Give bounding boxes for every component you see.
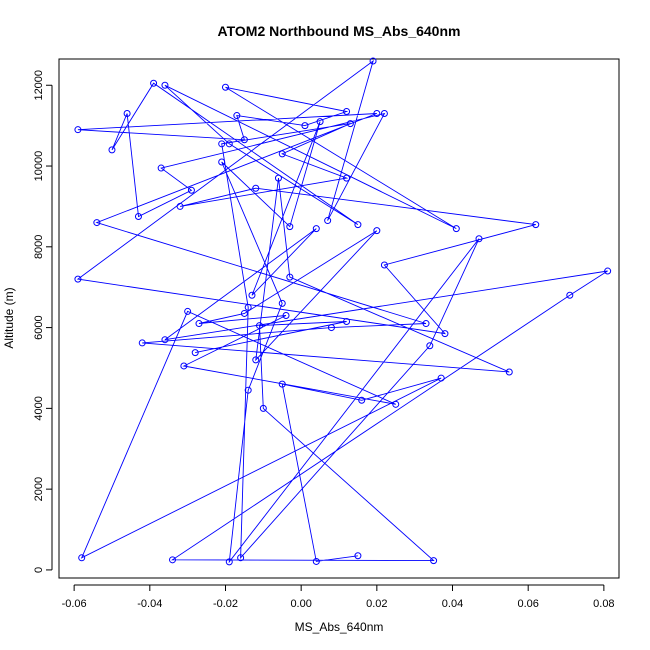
data-point (274, 174, 282, 182)
data-point (187, 186, 195, 194)
data-point (78, 554, 86, 562)
data-point (380, 261, 388, 269)
data-point (392, 400, 400, 408)
series-line (76, 59, 608, 564)
y-tick-label: 2000 (33, 477, 45, 501)
data-point (74, 275, 82, 283)
data-point (327, 324, 335, 332)
x-tick-label: 0.02 (366, 598, 387, 610)
data-point (343, 318, 351, 326)
data-point (278, 299, 286, 307)
data-point (248, 291, 256, 299)
y-tick-label: 8000 (33, 235, 45, 259)
y-axis-label: Altitude (m) (2, 287, 16, 348)
data-point (161, 81, 169, 89)
data-point (343, 174, 351, 182)
x-axis-label: MS_Abs_640nm (295, 620, 384, 634)
y-tick-label: 4000 (33, 396, 45, 420)
data-point (373, 110, 381, 118)
data-point (566, 291, 574, 299)
data-point (233, 112, 241, 120)
data-point (452, 225, 460, 233)
data-point (221, 83, 229, 91)
x-tick-label: -0.06 (62, 598, 87, 610)
data-point (369, 57, 377, 65)
data-point (108, 146, 116, 154)
data-point (312, 557, 320, 565)
data-point (324, 217, 332, 225)
x-tick-label: 0.00 (290, 598, 311, 610)
data-point (316, 118, 324, 126)
data-point (150, 79, 158, 87)
data-point (93, 219, 101, 227)
data-point (312, 225, 320, 233)
x-tick-label: -0.04 (137, 598, 162, 610)
chart-title: ATOM2 Northbound MS_Abs_640nm (218, 23, 461, 39)
data-point (169, 556, 177, 564)
data-point (256, 322, 264, 330)
plot-frame (58, 58, 620, 579)
data-point (278, 150, 286, 158)
data-point (604, 267, 612, 275)
data-point (373, 227, 381, 235)
y-tick-label: 12000 (33, 70, 45, 101)
data-point (191, 349, 199, 357)
data-point (244, 303, 252, 311)
data-point (505, 368, 513, 376)
data-point (346, 120, 354, 128)
data-point (437, 374, 445, 382)
data-point (430, 557, 438, 565)
data-point (161, 336, 169, 344)
data-point (225, 558, 233, 566)
data-point (475, 235, 483, 243)
data-point (195, 320, 203, 328)
data-point (184, 307, 192, 315)
data-point (259, 404, 267, 412)
data-point (343, 108, 351, 116)
data-point (180, 362, 188, 370)
data-point (380, 110, 388, 118)
data-point (225, 140, 233, 148)
data-point (218, 140, 226, 148)
data-point (282, 311, 290, 319)
y-axis: 0 2000 4000 6000 8000 10000 12000 (33, 70, 53, 573)
data-point (218, 158, 226, 166)
data-point (286, 273, 294, 281)
data-point (426, 342, 434, 350)
y-tick-label: 0 (33, 567, 45, 573)
data-point (532, 221, 540, 229)
x-tick-label: 0.08 (593, 598, 614, 610)
data-point (157, 164, 165, 172)
data-point (301, 122, 309, 130)
data-point (252, 184, 260, 192)
data-point (240, 309, 248, 317)
data-point (441, 330, 449, 338)
data-point (422, 320, 430, 328)
data-point (240, 136, 248, 144)
data-point (252, 356, 260, 364)
x-tick-label: 0.04 (442, 598, 463, 610)
x-tick-label: 0.06 (517, 598, 538, 610)
y-tick-label: 10000 (33, 151, 45, 182)
data-point (237, 554, 245, 562)
data-point (286, 223, 294, 231)
y-tick-label: 6000 (33, 315, 45, 339)
data-point (138, 339, 146, 347)
data-series (74, 57, 612, 566)
data-point (134, 213, 142, 221)
data-point (358, 396, 366, 404)
x-axis: -0.06 -0.04 -0.02 0.00 0.02 0.04 0.06 0.08 (62, 584, 615, 610)
data-point (244, 386, 252, 394)
data-point (176, 202, 184, 210)
data-point (123, 110, 131, 118)
x-tick-label: -0.02 (213, 598, 238, 610)
data-point (74, 126, 82, 134)
data-point (354, 552, 362, 560)
data-point (278, 380, 286, 388)
data-point (354, 221, 362, 229)
